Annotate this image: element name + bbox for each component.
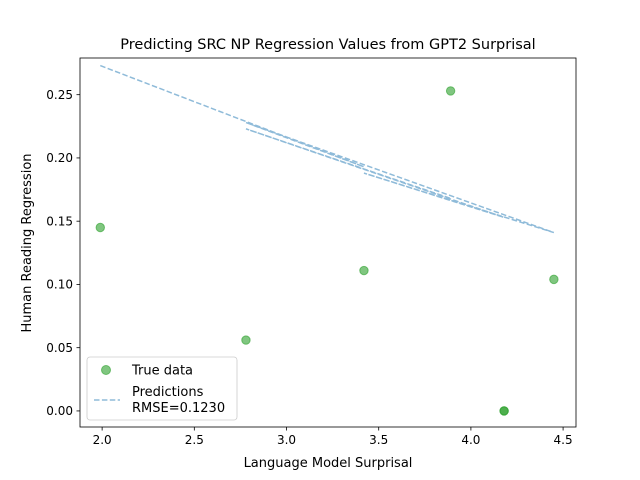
legend: True data Predictions RMSE=0.1230 [86, 356, 238, 421]
legend-label-true-data: True data [131, 364, 193, 379]
x-tick-label: 3.5 [369, 433, 388, 447]
true-data-series [95, 86, 559, 416]
y-tick-label: 0.05 [46, 341, 73, 355]
chart-title: Predicting SRC NP Regression Values from… [120, 37, 535, 53]
y-tick-label: 0.15 [46, 214, 73, 228]
data-point [359, 265, 369, 276]
y-axis-ticks: 0.00 0.05 0.10 0.15 0.20 0.25 [46, 88, 80, 418]
x-tick-label: 4.0 [461, 433, 480, 447]
y-axis-label: Human Reading Regression [20, 153, 35, 332]
y-tick-label: 0.25 [46, 88, 73, 102]
axes-frame [79, 57, 577, 428]
legend-label-rmse: RMSE=0.1230 [132, 401, 225, 416]
legend-marker-true-data [101, 365, 111, 375]
legend-box [86, 356, 238, 421]
x-tick-label: 2.0 [93, 433, 112, 447]
x-tick-label: 3.0 [277, 433, 296, 447]
plot-area [79, 57, 577, 428]
prediction-line [100, 64, 555, 234]
x-tick-label: 2.5 [185, 433, 204, 447]
x-tick-label: 4.5 [554, 433, 573, 447]
data-point [549, 274, 559, 285]
y-tick-label: 0.10 [46, 278, 73, 292]
x-axis-ticks: 2.0 2.5 3.0 3.5 4.0 4.5 [93, 427, 573, 447]
y-tick-label: 0.00 [46, 404, 73, 418]
legend-label-predictions: Predictions [132, 385, 204, 400]
data-point [95, 222, 105, 233]
data-point [445, 86, 456, 96]
x-axis-label: Language Model Surprisal [244, 456, 413, 471]
prediction-series [100, 64, 555, 234]
data-point [499, 406, 509, 416]
y-tick-label: 0.20 [46, 151, 73, 165]
data-point [241, 335, 251, 345]
